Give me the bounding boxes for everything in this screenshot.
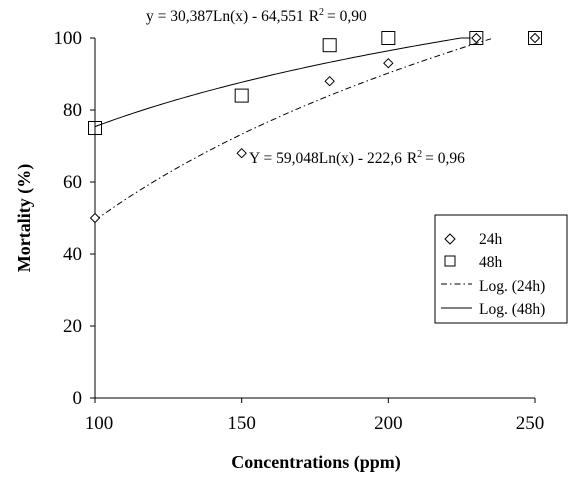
equation-text: Y = 59,048Ln(x) - 222,6 xyxy=(249,150,402,167)
data-point-24h xyxy=(324,75,335,87)
x-tick-label: 250 xyxy=(516,413,545,434)
r2-superscript: 2 xyxy=(319,7,324,18)
y-tick-label: 20 xyxy=(63,316,82,337)
x-tick-label: 150 xyxy=(227,413,256,434)
legend-label: Log. (48h) xyxy=(479,301,545,318)
legend-label: 48h xyxy=(479,254,503,271)
y-tick-label: 100 xyxy=(54,28,83,49)
x-tick-label: 200 xyxy=(374,413,403,434)
legend-item-48h: 48h xyxy=(444,254,503,271)
data-point-24h xyxy=(383,57,394,69)
data-point-48h xyxy=(469,31,484,45)
x-axis-title: Concentrations (ppm) xyxy=(231,452,401,473)
r2-label: R xyxy=(407,150,418,167)
data-point-48h xyxy=(322,38,337,53)
r2-value: = 0,90 xyxy=(327,8,367,25)
trendline-log-24h xyxy=(94,38,492,221)
y-ticks: 0 20 40 60 80 100 xyxy=(54,28,95,409)
r2-label: R xyxy=(309,8,320,25)
trendline-48h-equation: y = 30,387Ln(x) - 64,551 R2 = 0,90 xyxy=(146,7,367,25)
legend-item-log-24h: Log. (24h) xyxy=(441,278,545,295)
y-tick-label: 60 xyxy=(63,172,82,193)
trendline-24h-equation: Y = 59,048Ln(x) - 222,6 R2 = 0,96 xyxy=(249,149,465,167)
data-point-48h xyxy=(88,121,102,135)
legend-label: Log. (24h) xyxy=(479,278,545,295)
data-point-48h xyxy=(528,31,542,45)
legend: 24h 48h Log. (24h) Log. (48h) xyxy=(434,214,568,324)
data-point-24h xyxy=(529,32,541,44)
trendline-log-48h xyxy=(94,37,471,128)
x-tick-label: 100 xyxy=(85,413,114,434)
data-point-48h xyxy=(234,88,249,103)
data-markers xyxy=(88,31,542,224)
y-tick-label: 40 xyxy=(63,244,82,265)
equation-text: y = 30,387Ln(x) - 64,551 xyxy=(146,8,304,25)
diamond-marker-icon xyxy=(444,233,456,245)
data-point-24h xyxy=(89,212,101,224)
r2-superscript: 2 xyxy=(417,149,422,160)
y-axis-title: Mortality (%) xyxy=(14,164,35,272)
y-tick-label: 80 xyxy=(63,100,82,121)
legend-item-24h: 24h xyxy=(444,231,503,248)
x-ticks: 100 150 200 250 xyxy=(85,398,545,434)
legend-item-log-48h: Log. (48h) xyxy=(441,301,545,318)
square-marker-icon xyxy=(444,255,456,267)
legend-label: 24h xyxy=(479,231,503,248)
y-tick-label: 0 xyxy=(73,388,83,409)
data-point-24h xyxy=(236,147,247,159)
legend-box xyxy=(434,214,568,324)
r2-value: = 0,96 xyxy=(425,150,465,167)
data-point-24h xyxy=(471,32,482,44)
trendlines xyxy=(94,37,492,221)
data-point-48h xyxy=(381,31,396,45)
